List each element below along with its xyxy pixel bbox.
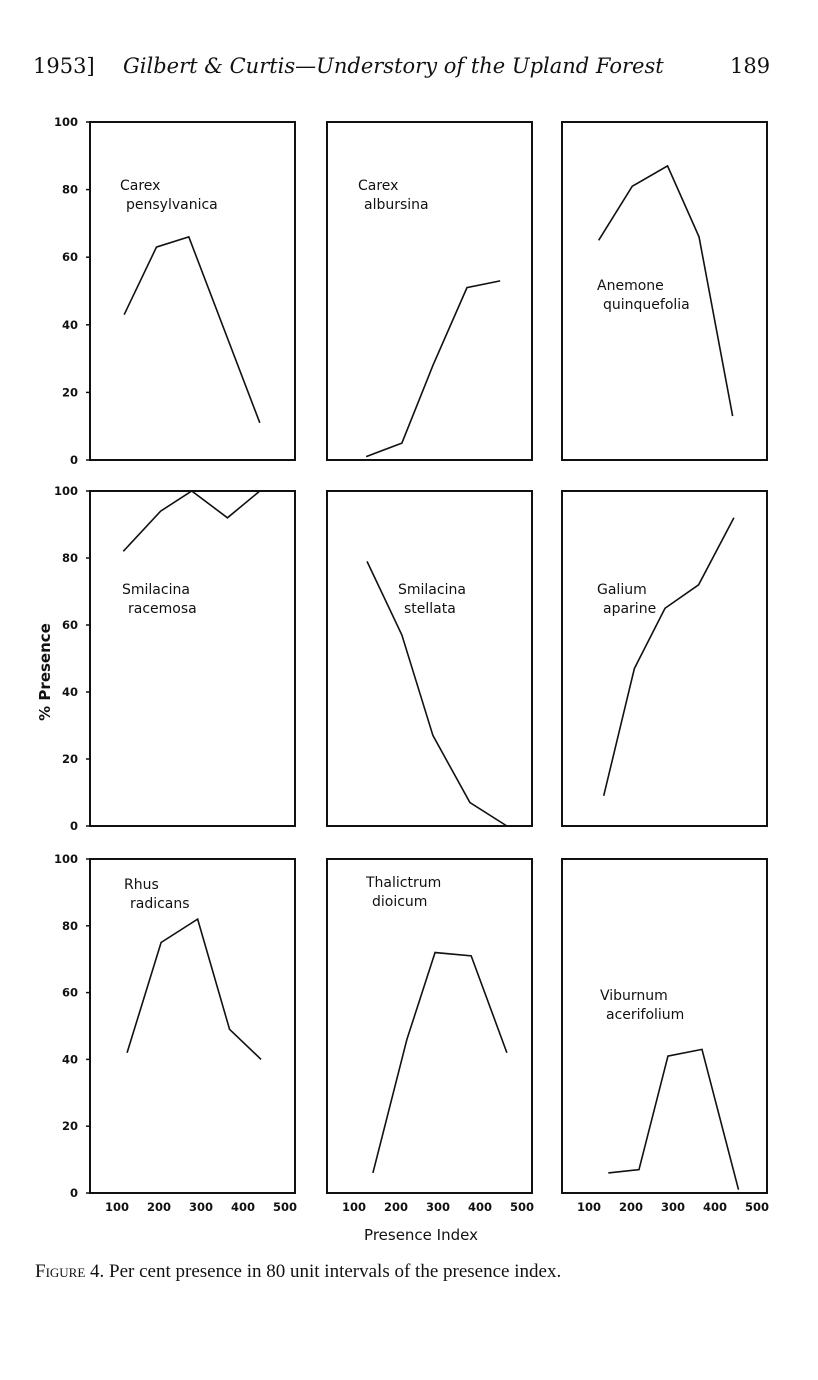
caption-text: Per cent presence in 80 unit intervals o… xyxy=(104,1261,562,1282)
species-label: albursina xyxy=(364,197,429,213)
header-year: 1953] xyxy=(33,54,95,78)
species-label: dioicum xyxy=(372,894,427,910)
y-tick-label: 20 xyxy=(62,1119,78,1133)
y-tick-label: 40 xyxy=(62,318,78,332)
x-tick-label: 300 xyxy=(426,1200,450,1214)
x-axis-label: Presence Index xyxy=(364,1226,478,1244)
panel-carex-albursina: Carex albursina xyxy=(326,121,533,461)
panel-frame xyxy=(561,490,768,827)
species-label: Smilacina xyxy=(122,582,190,598)
panel-rhus-radicans: Rhus radicans 0 20 40 60 80 100 100 200 300 400 500 xyxy=(54,852,297,1214)
x-tick-label: 100 xyxy=(577,1200,601,1214)
panel-frame xyxy=(89,490,296,827)
species-label: aparine xyxy=(603,601,656,617)
y-tick-label: 100 xyxy=(54,852,78,866)
x-tick-label: 400 xyxy=(231,1200,255,1214)
panel-smilacina-stellata: Smilacina stellata xyxy=(326,490,533,827)
running-title: Gilbert & Curtis—Understory of the Uplan… xyxy=(123,54,664,78)
panel-frame xyxy=(326,490,533,827)
y-tick-label: 100 xyxy=(54,484,78,498)
series-line xyxy=(365,280,501,458)
figure-caption: Figure 4. Per cent presence in 80 unit i… xyxy=(35,1261,561,1283)
y-tick-label: 0 xyxy=(70,453,78,467)
y-tick-label: 40 xyxy=(62,685,78,699)
species-label: Rhus xyxy=(124,877,159,893)
x-tick-label: 500 xyxy=(273,1200,297,1214)
species-label: stellata xyxy=(404,601,456,617)
y-tick-label: 60 xyxy=(62,250,78,264)
species-label: racemosa xyxy=(128,601,197,617)
species-label: acerifolium xyxy=(606,1007,684,1023)
species-label: Galium xyxy=(597,582,647,598)
x-tick-label: 100 xyxy=(342,1200,366,1214)
species-label: Carex xyxy=(120,178,160,194)
figure-label: Figure 4. xyxy=(35,1261,105,1282)
panel-carex-pensylvanica: Carex pensylvanica 0 20 40 60 80 100 xyxy=(54,115,296,467)
series-line xyxy=(602,517,735,797)
page-number: 189 xyxy=(730,54,771,78)
panel-frame xyxy=(326,121,533,461)
x-tick-label: 200 xyxy=(619,1200,643,1214)
series-line xyxy=(122,490,261,552)
y-tick-label: 80 xyxy=(62,183,78,197)
x-tick-label: 200 xyxy=(147,1200,171,1214)
series-line xyxy=(372,951,508,1174)
species-label: Carex xyxy=(358,178,398,194)
series-line xyxy=(123,235,261,424)
panel-viburnum-acerifolium: Viburnum acerifolium 100 200 300 400 500 xyxy=(561,858,769,1214)
panel-smilacina-racemosa: Smilacina racemosa 0 20 40 60 80 100 xyxy=(54,484,296,833)
panel-frame xyxy=(561,858,768,1194)
series-line xyxy=(366,561,508,827)
panel-frame xyxy=(561,121,768,461)
series-line xyxy=(597,164,734,417)
x-tick-label: 300 xyxy=(189,1200,213,1214)
y-tick-label: 80 xyxy=(62,551,78,565)
species-label: radicans xyxy=(130,896,190,912)
panel-frame xyxy=(89,858,296,1194)
y-tick-label: 20 xyxy=(62,385,78,399)
y-tick-label: 100 xyxy=(54,115,78,129)
x-tick-label: 500 xyxy=(510,1200,534,1214)
species-label: pensylvanica xyxy=(126,197,218,213)
panel-frame xyxy=(326,858,533,1194)
y-tick-label: 0 xyxy=(70,819,78,833)
y-tick-label: 40 xyxy=(62,1052,78,1066)
y-tick-label: 60 xyxy=(62,986,78,1000)
x-tick-label: 100 xyxy=(105,1200,129,1214)
x-tick-label: 300 xyxy=(661,1200,685,1214)
panel-galium-aparine: Galium aparine xyxy=(561,490,768,827)
x-tick-label: 400 xyxy=(468,1200,492,1214)
x-tick-label: 400 xyxy=(703,1200,727,1214)
species-label: Anemone xyxy=(597,278,664,294)
panel-frame xyxy=(89,121,296,461)
y-tick-label: 60 xyxy=(62,618,78,632)
species-label: Viburnum xyxy=(600,988,668,1004)
y-tick-label: 80 xyxy=(62,919,78,933)
y-tick-label: 20 xyxy=(62,752,78,766)
species-label: quinquefolia xyxy=(603,297,690,313)
series-line xyxy=(126,917,262,1060)
panel-anemone-quinquefolia: Anemone quinquefolia xyxy=(561,121,768,461)
species-label: Smilacina xyxy=(398,582,466,598)
species-label: Thalictrum xyxy=(365,875,441,891)
y-axis-label: % Presence xyxy=(36,623,54,721)
series-line xyxy=(608,1048,740,1190)
x-tick-label: 200 xyxy=(384,1200,408,1214)
x-tick-label: 500 xyxy=(745,1200,769,1214)
panel-thalictrum-dioicum: Thalictrum dioicum 100 200 300 400 500 xyxy=(326,858,534,1214)
y-tick-label: 0 xyxy=(70,1186,78,1200)
